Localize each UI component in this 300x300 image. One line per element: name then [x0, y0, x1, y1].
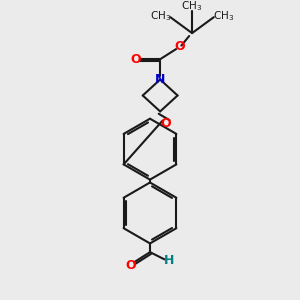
Text: O: O [126, 259, 136, 272]
Text: N: N [155, 73, 165, 86]
Text: O: O [130, 53, 141, 66]
Text: O: O [160, 116, 171, 130]
Text: O: O [174, 40, 185, 53]
Text: CH$_3$: CH$_3$ [182, 0, 203, 13]
Text: CH$_3$: CH$_3$ [213, 9, 235, 22]
Text: H: H [164, 254, 174, 267]
Text: CH$_3$: CH$_3$ [149, 9, 171, 22]
